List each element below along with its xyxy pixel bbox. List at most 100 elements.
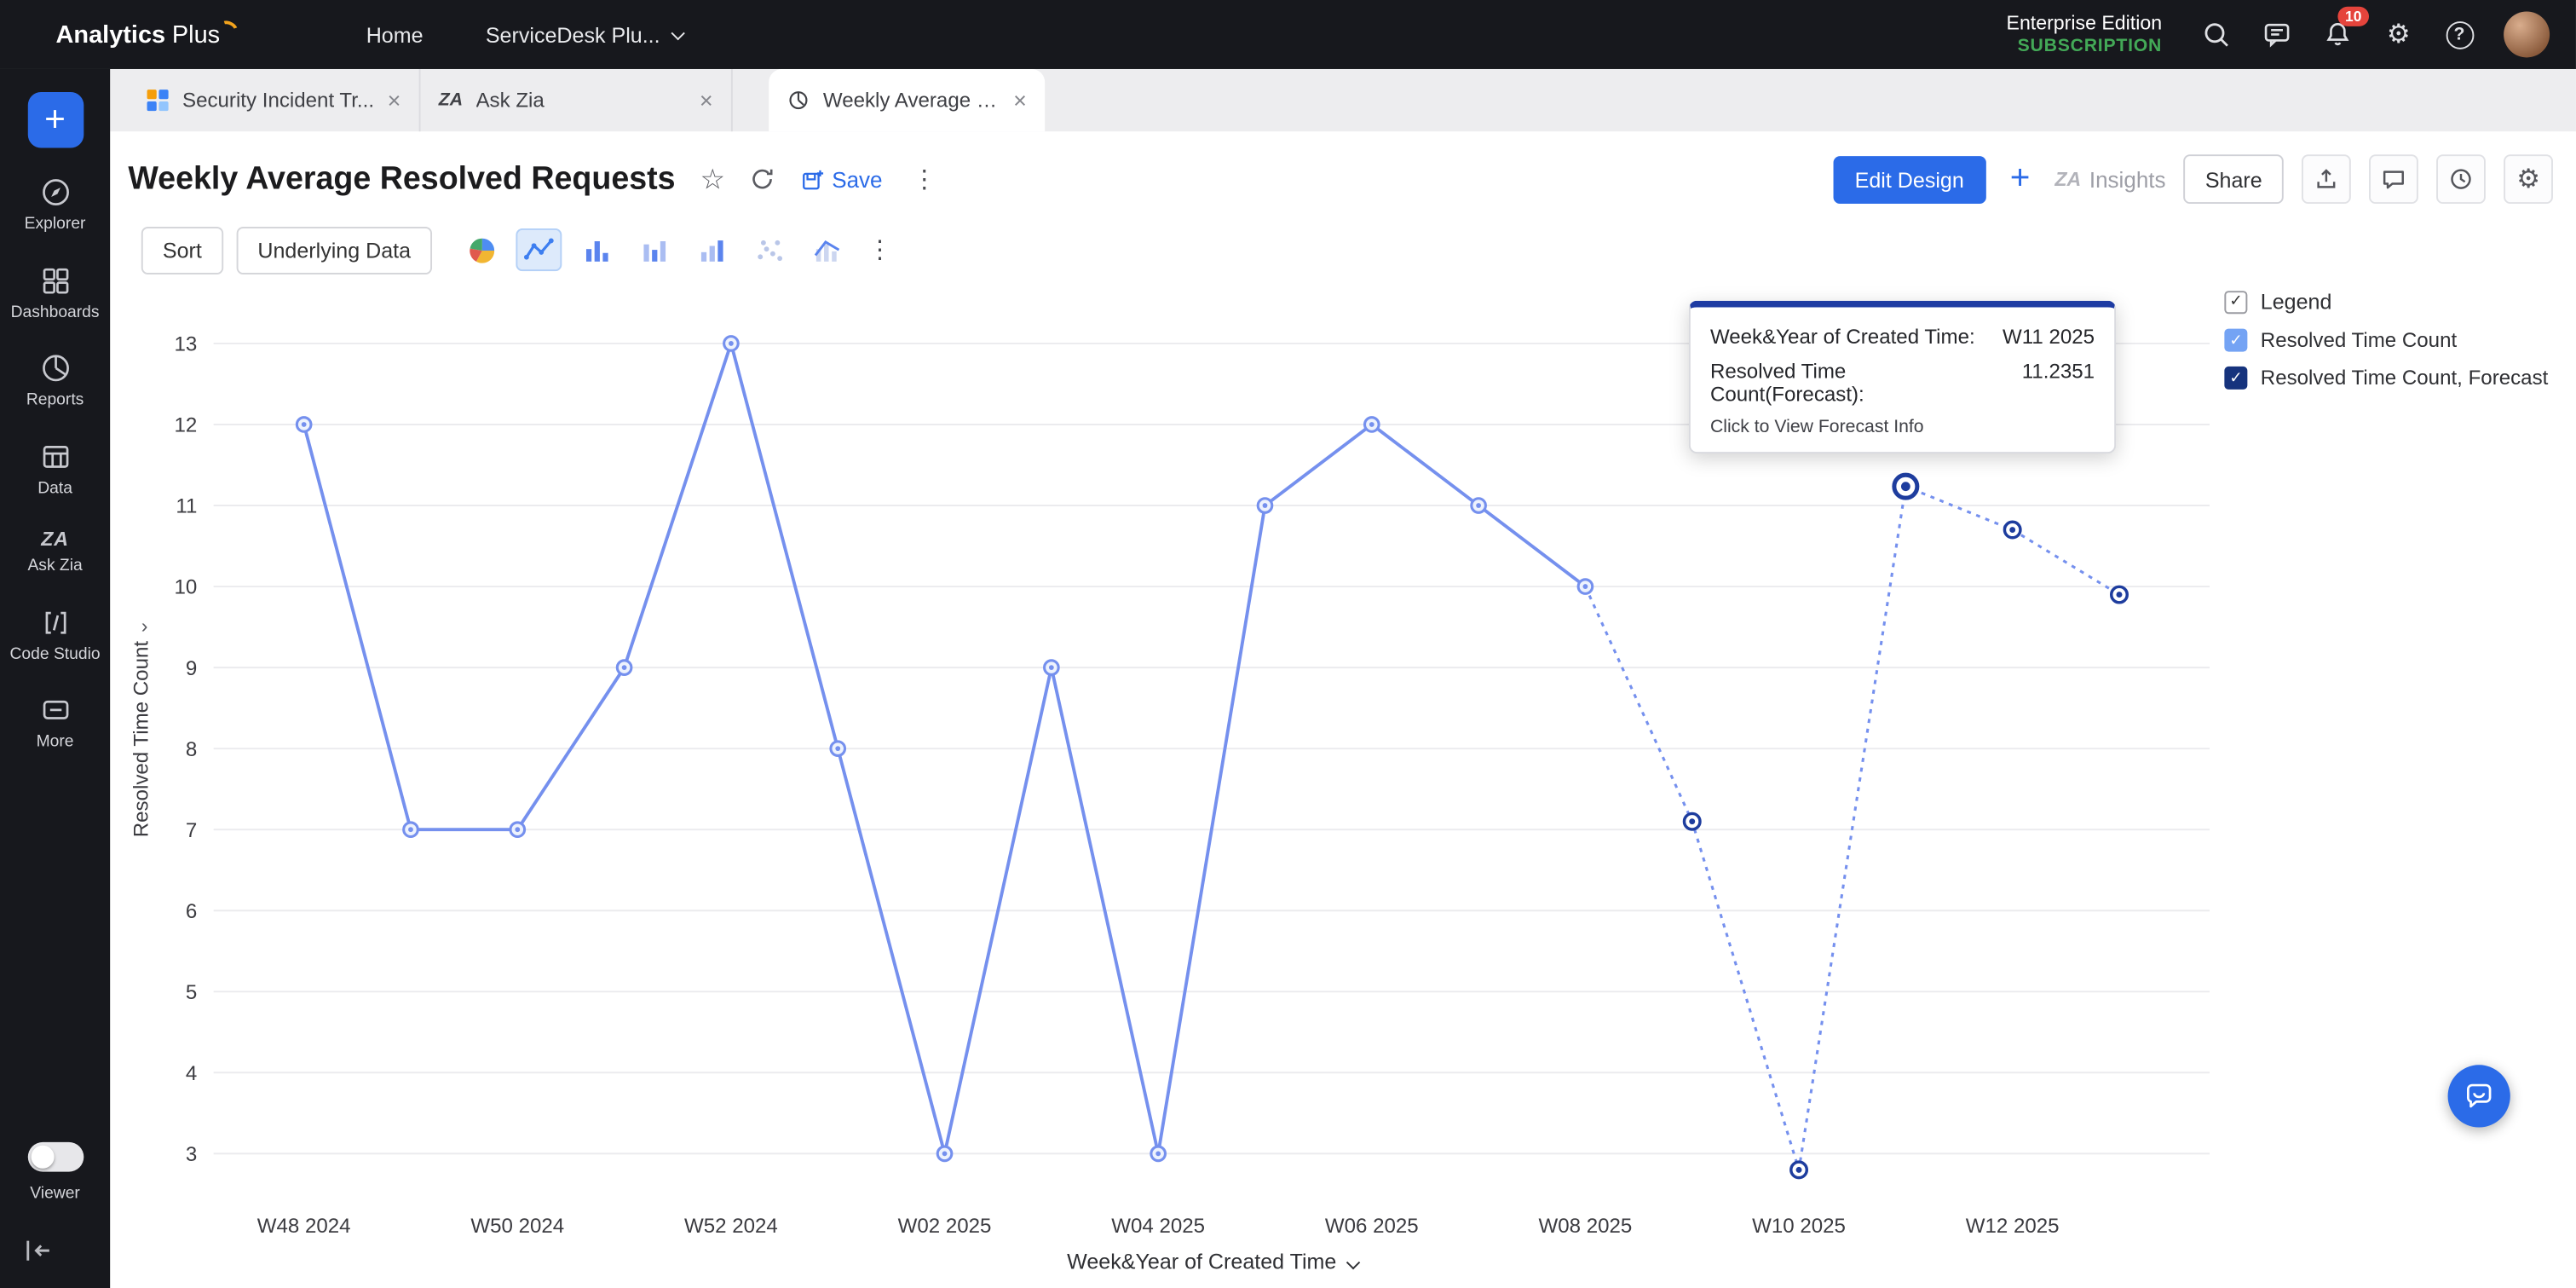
close-tab-icon[interactable]: × — [387, 87, 401, 114]
comment-icon — [2383, 170, 2404, 189]
underlying-data-button[interactable]: Underlying Data — [236, 226, 433, 274]
logo-text-analytics: Analytics — [55, 20, 166, 49]
nav-servicedesk-plus[interactable]: ServiceDesk Plu... — [486, 22, 685, 47]
sidebar-item-explorer[interactable]: Explorer — [0, 176, 110, 235]
column-chart-icon[interactable] — [573, 228, 620, 271]
notification-count-badge: 10 — [2337, 6, 2370, 26]
feedback-chat-icon[interactable] — [2261, 18, 2294, 51]
chart-toolbar: Sort Underlying Data — [141, 225, 897, 274]
zia-icon: ZA — [438, 90, 464, 111]
edition-label: Enterprise Edition — [2006, 10, 2163, 34]
combo-chart-icon[interactable] — [804, 228, 850, 271]
edition-info: Enterprise Edition SUBSCRIPTION — [2007, 11, 2163, 58]
checkbox-checked-icon[interactable]: ✓ — [2224, 328, 2248, 352]
sidebar-item-more[interactable]: More — [0, 694, 110, 754]
more-icon — [42, 700, 68, 719]
top-bar: Analytics Plus Home ServiceDesk Plu... E… — [0, 0, 2576, 69]
grouped-column-chart-icon[interactable] — [631, 228, 677, 271]
svg-text:W48 2024: W48 2024 — [257, 1215, 351, 1238]
refresh-icon[interactable] — [750, 166, 776, 193]
nav-home[interactable]: Home — [366, 22, 424, 47]
legend-item-resolved-time-count[interactable]: ✓ Resolved Time Count — [2224, 328, 2548, 352]
left-sidebar: + Explorer Dashboards Reports Data ZA As… — [0, 68, 111, 1288]
viewer-mode-toggle[interactable] — [26, 1141, 84, 1171]
tab-weekly-average-active[interactable]: Weekly Average Res... × — [769, 68, 1046, 132]
chevron-down-icon — [671, 26, 685, 41]
tab-ask-zia[interactable]: ZA Ask Zia × — [421, 68, 733, 132]
svg-text:7: 7 — [186, 819, 197, 842]
report-header-left: Weekly Average Resolved Requests ☆ Save … — [128, 153, 942, 205]
tab-security-incident[interactable]: Security Incident Tr... × — [128, 68, 421, 132]
zia-icon: ZA — [2054, 167, 2082, 191]
favorite-star-icon[interactable]: ☆ — [700, 163, 725, 195]
chart-canvas[interactable]: 3 4 5 6 7 8 9 10 11 12 13 W48 2024 W50 2024 W52 2024 W… — [131, 296, 2250, 1282]
svg-text:10: 10 — [175, 576, 198, 599]
sidebar-item-ask-zia[interactable]: ZA Ask Zia — [27, 527, 83, 575]
report-header-right: Edit Design + ZA Insights Share ⚙ — [1833, 153, 2553, 205]
svg-text:4: 4 — [186, 1062, 197, 1085]
edit-design-button[interactable]: Edit Design — [1833, 155, 1985, 204]
share-button[interactable]: Share — [2183, 154, 2284, 205]
stacked-column-chart-icon[interactable] — [689, 228, 735, 271]
x-axis-title[interactable]: Week&Year of Created Time — [214, 1249, 2210, 1274]
user-avatar[interactable] — [2504, 11, 2550, 58]
sidebar-item-code-studio[interactable]: Code Studio — [0, 605, 110, 665]
subscription-label: SUBSCRIPTION — [2017, 35, 2163, 55]
sidebar-bottom: Viewer — [0, 1141, 110, 1272]
top-navigation: Home ServiceDesk Plu... — [366, 22, 685, 47]
page-title: Weekly Average Resolved Requests — [128, 159, 676, 197]
sort-button[interactable]: Sort — [141, 226, 223, 274]
settings-gear-icon[interactable]: ⚙ — [2386, 21, 2411, 49]
zia-chat-fab[interactable] — [2447, 1065, 2510, 1128]
y-axis-menu-chevron[interactable]: › — [141, 615, 148, 638]
tooltip-measure-row: Resolved Time Count(Forecast): 11.2351 — [1710, 360, 2095, 406]
more-options-kebab-icon[interactable]: ⋮ — [912, 165, 937, 194]
tooltip-forecast-link[interactable]: Click to View Forecast Info — [1709, 417, 1924, 437]
save-icon — [803, 169, 824, 189]
history-button[interactable] — [2436, 154, 2486, 205]
chart-type-more-kebab-icon[interactable]: ⋮ — [867, 236, 892, 265]
dashboards-grid-icon — [42, 267, 68, 293]
svg-text:W10 2025: W10 2025 — [1752, 1215, 1846, 1238]
create-new-button[interactable]: + — [26, 91, 84, 148]
close-tab-icon[interactable]: × — [699, 87, 713, 114]
chart-legend: ✓ Legend ✓ Resolved Time Count ✓ Resolve… — [2224, 289, 2548, 404]
line-chart-icon-selected[interactable] — [516, 228, 562, 272]
sidebar-item-dashboards[interactable]: Dashboards — [0, 263, 110, 323]
report-canvas — [110, 131, 2576, 1288]
sidebar-item-reports[interactable]: Reports — [0, 352, 110, 412]
comments-button[interactable] — [2369, 154, 2418, 205]
export-button[interactable] — [2301, 154, 2351, 205]
checkbox-checked-icon[interactable]: ✓ — [2224, 290, 2248, 314]
insights-button[interactable]: ZA Insights — [2054, 166, 2166, 192]
search-icon[interactable] — [2199, 18, 2233, 51]
sidebar-item-data[interactable]: Data — [0, 440, 110, 500]
document-tab-bar: Security Incident Tr... × ZA Ask Zia × W… — [110, 68, 2576, 132]
y-axis-title[interactable]: Resolved Time Count — [130, 640, 153, 838]
svg-text:8: 8 — [186, 738, 197, 761]
checkbox-checked-icon[interactable]: ✓ — [2224, 366, 2248, 390]
topbar-right-cluster: Enterprise Edition SUBSCRIPTION 10 ⚙ ? — [2007, 6, 2550, 58]
scatter-chart-icon[interactable] — [746, 228, 792, 271]
tooltip-measure-value: 11.2351 — [2021, 360, 2095, 384]
svg-text:W04 2025: W04 2025 — [1111, 1215, 1205, 1238]
pie-chart-icon[interactable] — [458, 228, 504, 271]
svg-text:W08 2025: W08 2025 — [1539, 1215, 1633, 1238]
svg-text:3: 3 — [186, 1143, 197, 1166]
notifications-bell-icon[interactable]: 10 — [2321, 6, 2370, 51]
tooltip-dimension-label: Week&Year of Created Time: — [1709, 325, 1975, 349]
add-button[interactable]: + — [2003, 159, 2037, 199]
close-tab-icon[interactable]: × — [1013, 87, 1027, 114]
tooltip-measure-label: Resolved Time Count(Forecast): — [1709, 360, 1864, 407]
tooltip-dimension-value: W11 2025 — [2002, 325, 2095, 349]
report-tab-icon — [789, 91, 808, 110]
save-button[interactable]: Save — [801, 167, 883, 192]
report-settings-button[interactable]: ⚙ — [2504, 154, 2553, 205]
legend-item-resolved-time-count-forecast[interactable]: ✓ Resolved Time Count, Forecast — [2224, 366, 2548, 390]
reports-pie-icon — [42, 355, 69, 382]
app-logo[interactable]: Analytics Plus — [55, 16, 240, 49]
help-icon[interactable]: ? — [2443, 18, 2476, 51]
collapse-sidebar-icon[interactable] — [23, 1238, 53, 1272]
legend-master-toggle[interactable]: ✓ Legend — [2224, 289, 2548, 314]
zia-icon: ZA — [41, 527, 69, 551]
